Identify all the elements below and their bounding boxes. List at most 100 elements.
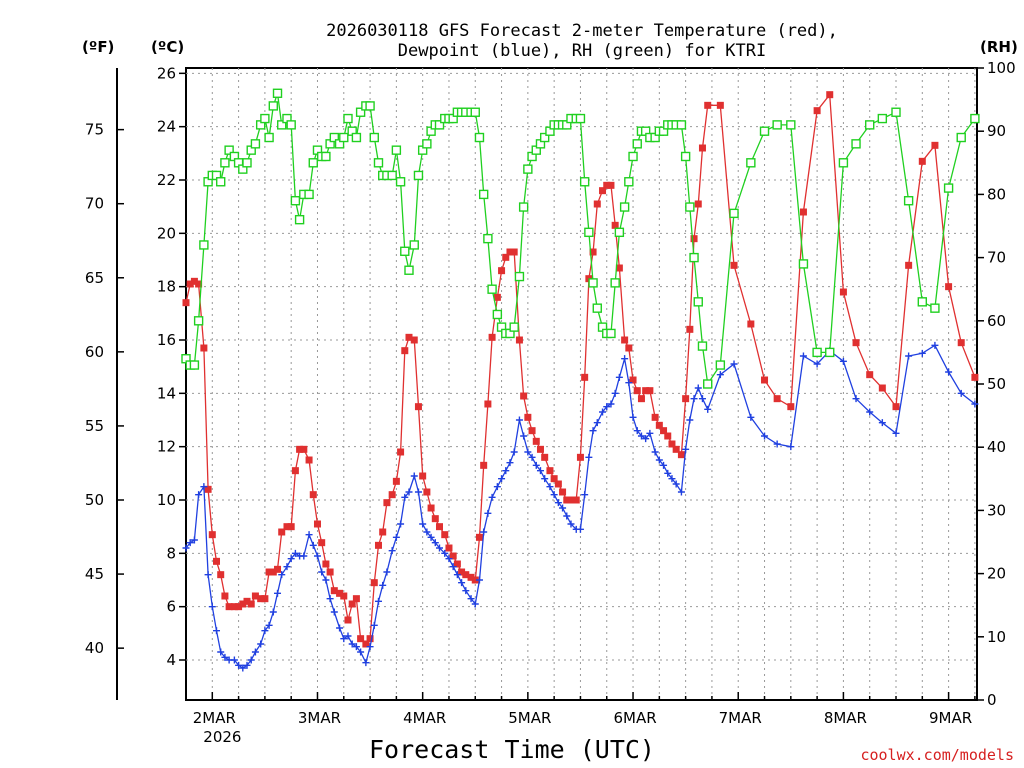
data-point <box>515 336 523 344</box>
data-point <box>918 157 926 165</box>
data-point <box>470 107 480 117</box>
data-point <box>278 528 286 536</box>
data-point <box>431 515 439 523</box>
data-point <box>213 557 221 565</box>
x-tick-label: 5MAR <box>508 709 551 727</box>
data-point <box>957 339 965 347</box>
data-point <box>633 427 641 435</box>
data-point <box>413 170 424 181</box>
data-point <box>362 640 370 648</box>
rh-tick-label: 100 <box>987 59 1016 77</box>
data-point <box>866 408 874 416</box>
data-point <box>664 432 672 440</box>
data-point <box>318 568 326 576</box>
data-point <box>510 248 518 256</box>
data-point <box>668 475 676 483</box>
data-point <box>431 539 439 547</box>
data-point <box>190 536 198 544</box>
data-point <box>930 303 940 313</box>
data-point <box>655 421 663 429</box>
celsius-tick-label: 24 <box>157 118 176 136</box>
data-point <box>309 541 317 549</box>
data-point <box>689 252 699 263</box>
rh-tick-label: 40 <box>987 438 1006 456</box>
data-point <box>730 360 738 368</box>
data-point <box>449 563 457 571</box>
data-point <box>956 132 966 143</box>
data-point <box>395 177 406 187</box>
data-point <box>217 648 225 656</box>
data-point <box>204 485 212 493</box>
data-point <box>599 408 607 416</box>
data-point <box>453 571 461 579</box>
data-point <box>918 349 926 357</box>
data-point <box>370 579 378 587</box>
data-point <box>336 589 344 597</box>
data-point <box>589 248 597 256</box>
data-point <box>694 200 702 208</box>
data-point <box>628 151 638 162</box>
data-point <box>286 120 296 130</box>
data-point <box>593 200 601 208</box>
data-point <box>575 113 586 124</box>
data-point <box>200 344 208 352</box>
data-point <box>251 592 259 600</box>
data-point <box>300 445 308 453</box>
data-point <box>224 145 234 155</box>
data-point <box>686 416 694 424</box>
data-point <box>445 544 453 552</box>
data-point <box>506 248 514 256</box>
data-point <box>480 461 488 469</box>
series-2-meter-temperature <box>182 91 979 648</box>
fahrenheit-tick-label: 40 <box>85 639 104 657</box>
data-point <box>225 603 233 611</box>
x-tick-label: 2MAR <box>193 709 236 727</box>
celsius-tick-label: 10 <box>157 491 176 509</box>
data-point <box>283 523 291 531</box>
data-point <box>352 595 360 603</box>
data-point <box>351 132 362 143</box>
data-point <box>524 448 532 456</box>
data-point <box>704 101 712 109</box>
rh-tick-label: 20 <box>987 565 1006 583</box>
data-point <box>759 126 770 136</box>
data-point <box>773 440 781 448</box>
data-point <box>839 288 847 296</box>
data-point <box>528 453 536 461</box>
data-point <box>730 261 738 269</box>
data-point <box>340 592 348 600</box>
data-point <box>243 661 251 669</box>
data-point <box>199 240 209 250</box>
celsius-tick-label: 6 <box>166 598 176 616</box>
data-point <box>945 283 953 291</box>
data-point <box>625 344 633 352</box>
data-point <box>589 427 597 435</box>
data-point <box>629 376 637 384</box>
data-point <box>536 445 544 453</box>
data-point <box>660 461 668 469</box>
data-point <box>493 293 501 301</box>
data-point <box>559 488 567 496</box>
data-point <box>220 158 230 168</box>
x-tick-label: 7MAR <box>719 709 762 727</box>
data-point <box>487 284 497 294</box>
data-point <box>453 560 461 568</box>
data-point <box>619 202 630 212</box>
axis-layer: 4 6 8 10 12 14 16 18 20 22 24 26 40 45 50 55 60 65 70 75 0 10… <box>85 59 1016 746</box>
data-point <box>550 475 558 483</box>
data-point <box>603 181 611 189</box>
data-point <box>672 480 680 488</box>
data-point <box>621 355 629 363</box>
data-point <box>352 643 360 651</box>
data-point <box>680 151 691 162</box>
data-point <box>682 445 690 453</box>
fahrenheit-tick-label: 45 <box>85 565 104 583</box>
data-point <box>260 113 270 124</box>
data-point <box>441 531 449 539</box>
data-point <box>182 299 190 307</box>
data-point <box>435 544 443 552</box>
data-point <box>567 520 575 528</box>
rh-tick-label: 70 <box>987 249 1006 267</box>
data-point <box>611 221 619 229</box>
